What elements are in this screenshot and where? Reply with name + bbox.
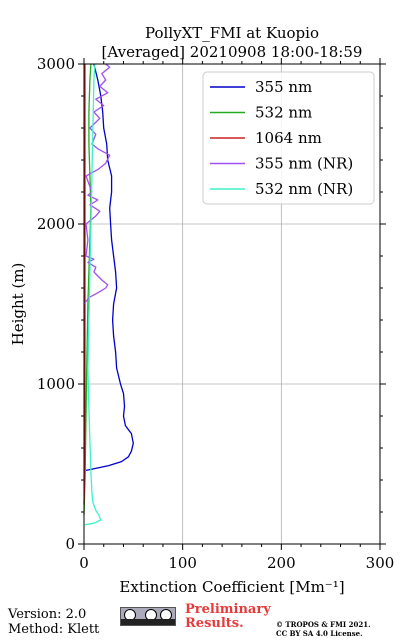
series-532-nm-nr — [84, 63, 102, 526]
chart-title: PollyXT_FMI at Kuopio — [145, 24, 319, 42]
series-532-nm — [83, 63, 92, 516]
x-tick-label: 200 — [267, 554, 296, 572]
legend-label: 1064 nm — [255, 129, 322, 147]
y-tick-label: 2000 — [37, 215, 75, 233]
license-text: CC BY SA 4.0 License. — [276, 629, 363, 638]
version-info: Version: 2.0 Method: Klett — [8, 607, 99, 637]
legend: 355 nm 532 nm 1064 nm 355 nm (NR) 532 nm (NR… — [202, 71, 375, 205]
preliminary-text: Preliminary — [185, 602, 271, 617]
x-tick-label: 100 — [168, 554, 197, 572]
y-tick-label: 3000 — [37, 55, 75, 73]
method-text: Method: Klett — [8, 622, 100, 637]
chart-subtitle: [Averaged] 20210908 18:00-18:59 — [102, 43, 363, 61]
x-tick-label: 300 — [366, 554, 395, 572]
legend-box — [202, 71, 375, 205]
legend-items: 355 nm 532 nm 1064 nm 355 nm (NR) 532 nm (NR… — [210, 78, 353, 198]
x-axis-label: Extinction Coefficient [Mm⁻¹] — [119, 578, 344, 596]
copyright-text: © TROPOS & FMI 2021. — [276, 620, 371, 629]
copyright-notice: © TROPOS & FMI 2021. CC BY SA 4.0 Licens… — [276, 620, 371, 638]
cc-by-sa-icon — [120, 607, 176, 626]
preliminary-notice: Preliminary Results. — [185, 603, 271, 631]
license-badge-bar — [121, 619, 175, 625]
y-tick-label: 0 — [65, 535, 75, 553]
series-355-nm — [85, 63, 134, 472]
y-axis-label: Height (m) — [9, 263, 27, 346]
legend-label: 532 nm — [255, 104, 312, 122]
legend-label: 355 nm (NR) — [255, 155, 353, 173]
series-lines — [83, 63, 134, 526]
results-text: Results. — [185, 616, 244, 631]
version-text: Version: 2.0 — [8, 607, 87, 622]
x-tick-label: 0 — [79, 554, 89, 572]
series-355-nm-nr — [83, 63, 111, 305]
legend-label: 532 nm (NR) — [255, 180, 353, 198]
plot-frame — [83, 63, 381, 545]
y-tick-label: 1000 — [37, 375, 75, 393]
series-1064-nm — [83, 64, 86, 505]
legend-label: 355 nm — [255, 78, 312, 96]
